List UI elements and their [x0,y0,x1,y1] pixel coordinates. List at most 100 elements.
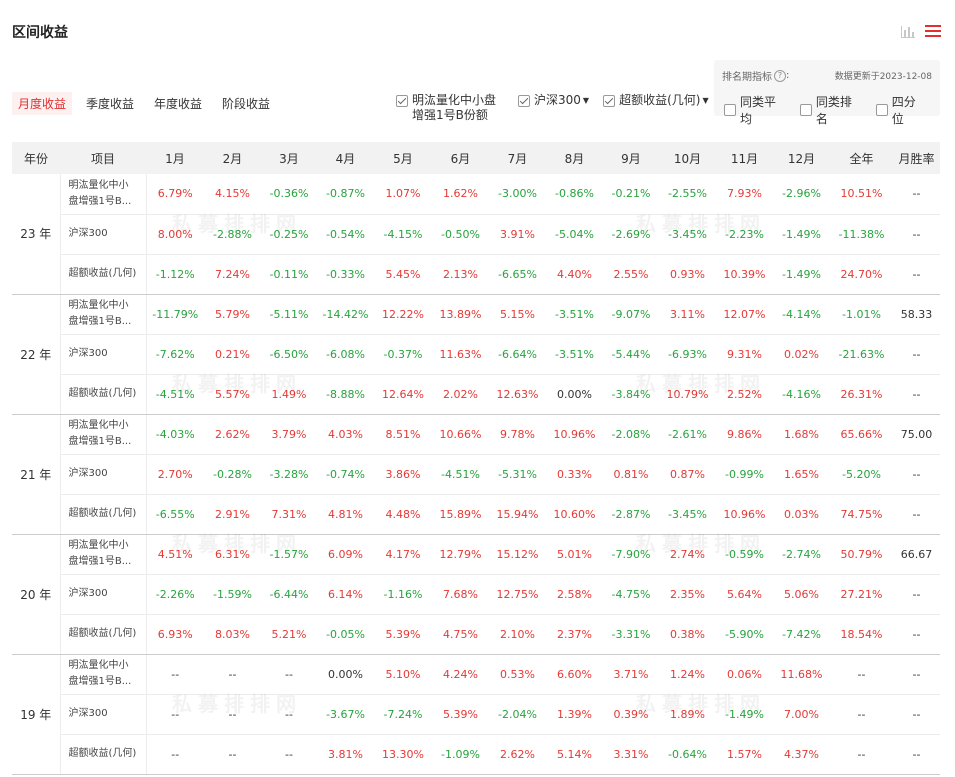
value-cell: -2.96% [773,174,830,215]
value-cell: 0.03% [773,494,830,535]
help-icon[interactable]: ? [774,69,786,82]
series-hs300[interactable]: 沪深300 ▼ [518,93,589,123]
value-cell: 11.63% [432,334,489,375]
value-cell: 7.31% [261,494,317,535]
value-cell: 0.38% [659,614,716,655]
value-cell: 4.17% [374,534,432,575]
value-cell: 66.67 [893,534,940,575]
value-cell: -- [204,654,261,695]
value-cell: -0.86% [546,174,603,215]
value-cell: -4.75% [603,574,659,615]
item-cell: 超额收益(几何) [60,494,147,535]
value-cell: 5.01% [546,534,603,575]
value-cell: -6.93% [659,334,716,375]
quartile-checkbox[interactable] [875,104,888,116]
rank-indicator-label: 排名期指标 [722,72,772,83]
value-cell: -3.28% [261,454,317,495]
value-cell: -- [146,734,204,775]
ranking-checkbox[interactable] [799,104,812,116]
excess-dropdown-icon[interactable]: ▼ [702,96,709,105]
item-cell: 沪深300 [60,694,147,735]
bar-chart-icon[interactable] [901,24,915,38]
item-cell: 沪深300 [60,334,147,375]
table-header: 年份 项目 1月 2月 3月 4月 5月 6月 7月 8月 9月 10月 11月 12月 全年 月胜率 [12,142,940,174]
value-cell: 0.39% [603,694,659,735]
value-cell: 2.02% [432,374,489,415]
fund-checkbox[interactable] [396,95,408,107]
value-cell: 13.30% [374,734,432,775]
value-cell: 18.54% [830,614,893,655]
fund-label: 明汯量化中小盘增强1号B份额 [412,93,497,122]
hs300-checkbox[interactable] [518,95,530,107]
value-cell: 2.62% [489,734,546,775]
value-cell: 2.91% [204,494,261,535]
table-row: 超额收益(几何) -1.12% 7.24% -0.11% -0.33% 5.45% 2.13… [12,254,940,295]
item-cell: 明汯量化中小 盘增强1号B... [60,414,147,455]
value-cell: -9.07% [603,294,659,335]
value-cell: 10.79% [659,374,716,415]
tab-monthly[interactable]: 月度收益 [12,92,73,115]
value-cell: 2.55% [603,254,659,295]
value-cell: -0.28% [204,454,261,495]
item-cell: 明汯量化中小 盘增强1号B... [60,534,147,575]
value-cell: 4.03% [317,414,374,455]
value-cell: 58.33 [893,294,940,335]
value-cell: 1.68% [773,414,830,455]
update-date: 数据更新于2023-12-08 [834,72,932,82]
value-cell: -11.79% [146,294,204,335]
menu-icon[interactable] [925,24,941,38]
item-cell: 明汯量化中小 盘增强1号B... [60,174,147,215]
value-cell: -4.15% [374,214,432,255]
rank-option-quartile[interactable]: 四分位 [875,93,926,127]
value-cell: -- [893,734,940,775]
value-cell: 12.75% [489,574,546,615]
value-cell: 0.87% [659,454,716,495]
value-cell: -- [893,574,940,615]
excess-checkbox[interactable] [603,95,616,107]
rank-option-ranking[interactable]: 同类排名 [799,93,862,127]
value-cell: -5.11% [261,294,317,335]
value-cell: -4.14% [773,294,830,335]
value-cell: 6.31% [204,534,261,575]
value-cell: -- [893,694,940,735]
rank-indicator: 排名期指标 ? : [722,68,789,83]
value-cell: -2.87% [603,494,659,535]
value-cell: -- [893,254,940,295]
hs300-dropdown-icon[interactable]: ▼ [582,96,590,105]
value-cell: 2.13% [432,254,489,295]
series-fund[interactable]: 明汯量化中小盘增强1号B份额 [396,93,504,123]
value-cell: -6.64% [489,334,546,375]
value-cell: -0.33% [317,254,374,295]
average-checkbox[interactable] [724,104,736,116]
item-cell: 超额收益(几何) [60,374,147,415]
value-cell: -- [146,654,204,695]
value-cell: 4.15% [204,174,261,215]
tab-yearly[interactable]: 年度收益 [154,97,203,111]
value-cell: -0.99% [716,454,773,495]
value-cell: -1.49% [773,214,830,255]
value-cell: 0.93% [659,254,716,295]
column-header: 月胜率 [893,142,940,174]
value-cell: -- [893,494,940,535]
value-cell: -3.84% [603,374,659,415]
value-cell: 10.66% [432,414,489,455]
value-cell: 1.49% [261,374,317,415]
table-row: 沪深300 2.70% -0.28% -3.28% -0.74% 3.86% -4.51% -… [12,454,940,495]
value-cell: -4.03% [146,414,204,455]
value-cell: -5.04% [546,214,603,255]
series-excess[interactable]: 超额收益(几何) ▼ [603,93,709,123]
value-cell: 3.11% [659,294,716,335]
column-header: 3月 [261,142,317,174]
value-cell: -0.50% [432,214,489,255]
item-cell: 明汯量化中小 盘增强1号B... [60,294,147,335]
column-header: 9月 [603,142,659,174]
item-cell: 超额收益(几何) [60,734,147,775]
rank-option-average[interactable]: 同类平均 [724,93,786,127]
value-cell: 5.39% [432,694,489,735]
value-cell: 5.79% [204,294,261,335]
column-header: 8月 [546,142,603,174]
tab-quarterly[interactable]: 季度收益 [86,97,135,111]
tab-stage[interactable]: 阶段收益 [222,97,271,111]
value-cell: -5.90% [716,614,773,655]
table-row: 19 年明汯量化中小 盘增强1号B... -- -- -- 0.00% 5.10% 4.24%… [12,654,940,775]
